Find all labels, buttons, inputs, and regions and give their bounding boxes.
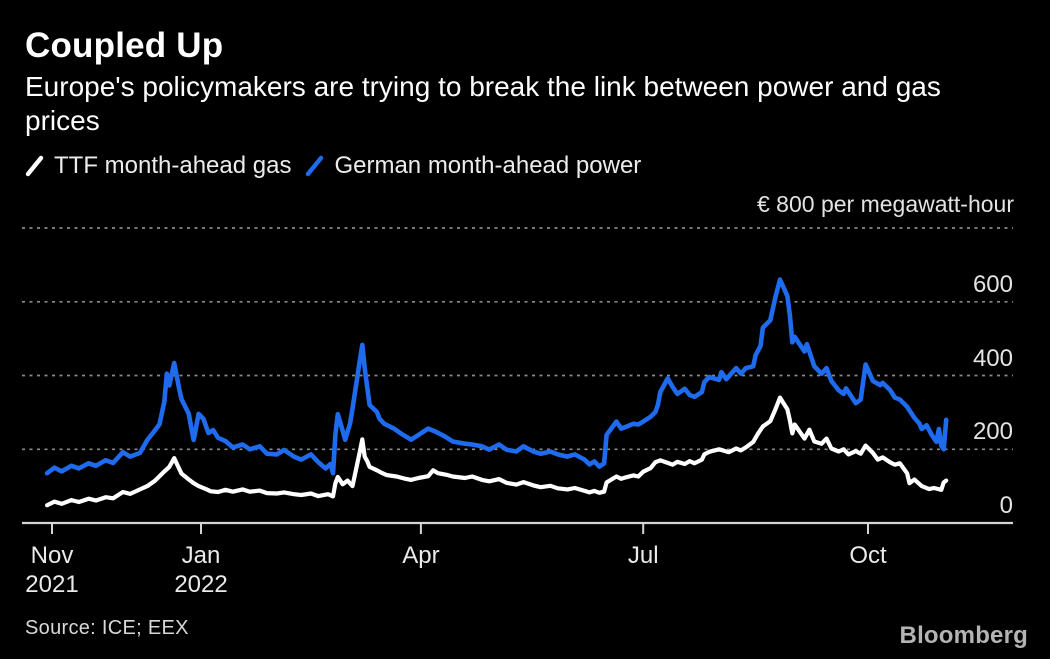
- x-axis-label-nov: Nov 2021: [25, 542, 79, 598]
- legend-label-power: German month-ahead power: [334, 152, 642, 179]
- page-title: Coupled Up: [25, 26, 224, 65]
- x-axis-label-jul: Jul: [627, 542, 659, 569]
- page-subtitle-line-1: Europe's policymakers are trying to brea…: [25, 71, 941, 102]
- y-axis-label-600: 600: [972, 270, 1013, 298]
- x-axis-label-apr: Apr: [402, 542, 440, 569]
- power-line-swatch-stroke: [306, 155, 324, 177]
- legend-item-german-power: German month-ahead power: [305, 152, 641, 180]
- bloomberg-logo: Bloomberg: [899, 622, 1028, 649]
- x-axis-label-jan: Jan 2022: [174, 542, 228, 598]
- legend-label-gas: TTF month-ahead gas: [54, 152, 292, 179]
- y-axis-label-0: 0: [999, 492, 1013, 519]
- y-axis-unit-label: € 800 per megawatt-hour: [757, 191, 1014, 217]
- page-subtitle-line-2: prices: [25, 105, 100, 136]
- german-power-line: [44, 277, 949, 476]
- legend-item-ttf-gas: TTF month-ahead gas: [25, 152, 291, 180]
- x-axis-label-oct: Oct: [849, 542, 887, 569]
- page-subtitle: Europe's policymakers are trying to brea…: [25, 70, 941, 138]
- source-credit: Source: ICE; EEX: [25, 617, 189, 639]
- chart-legend: TTF month-ahead gas German month-ahead p…: [25, 152, 641, 180]
- gas-line-swatch-icon: [25, 155, 44, 177]
- y-axis-label-400: 400: [972, 344, 1013, 372]
- gas-line-swatch-stroke: [25, 155, 44, 177]
- y-axis-label-200: 200: [972, 418, 1013, 446]
- power-line-swatch-icon: [306, 155, 324, 177]
- ttf-gas-line: [45, 395, 949, 508]
